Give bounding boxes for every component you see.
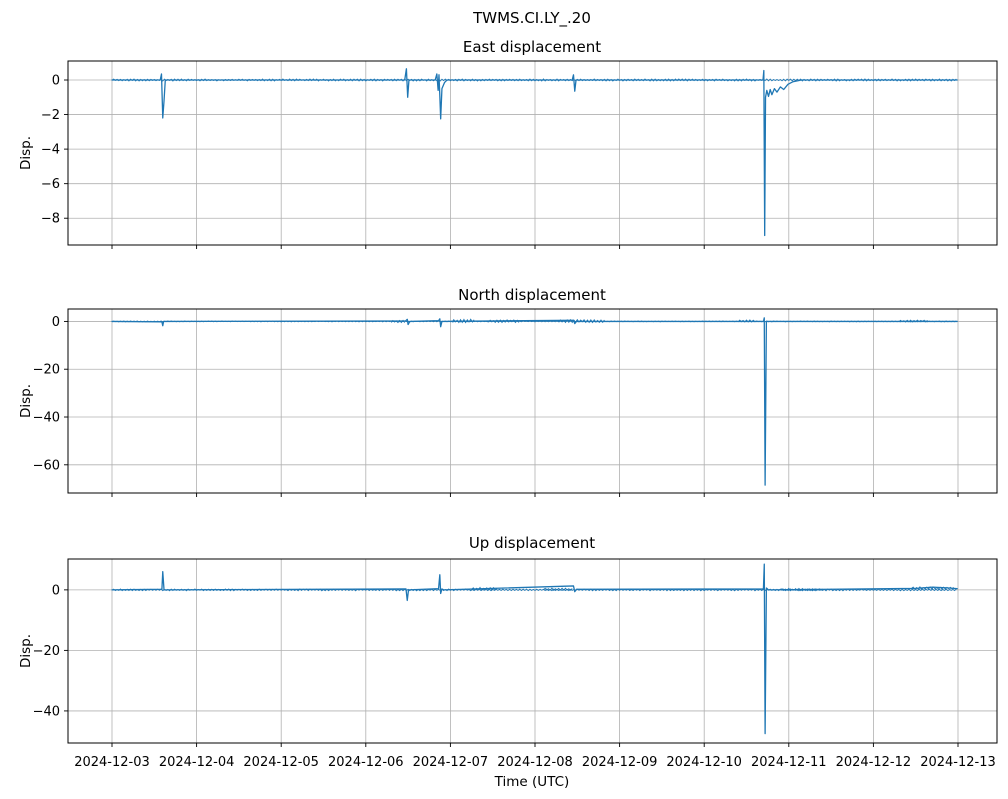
y-axis-label-north: Disp. [18, 384, 34, 418]
y-axis-label-up: Disp. [18, 634, 34, 668]
plot-area-north: 0 −20 −40 −60 [33, 308, 998, 497]
series-line-north [111, 317, 958, 486]
subplot-title-north: North displacement [458, 286, 606, 304]
x-tick-label: 2024-12-03 [74, 755, 150, 770]
x-tick-label: 2024-12-11 [751, 755, 827, 770]
axes-border [67, 60, 998, 246]
y-tick-label: −40 [33, 411, 60, 426]
series-line-east [111, 68, 958, 237]
y-tick-label: 0 [52, 315, 60, 330]
y-tick-label: −40 [33, 704, 60, 719]
y-tick-label: −6 [41, 177, 60, 192]
y-tick-label: −20 [33, 644, 60, 659]
y-tick-label: −4 [41, 143, 60, 158]
x-tick-label: 2024-12-07 [413, 755, 489, 770]
x-tick-label: 2024-12-04 [159, 755, 235, 770]
y-tick-label: −8 [41, 212, 60, 227]
x-tick-label: 2024-12-12 [836, 755, 912, 770]
x-tick-label: 2024-12-13 [920, 755, 996, 770]
y-tick-label: −20 [33, 363, 60, 378]
y-tick-label: 0 [52, 74, 60, 89]
plot-area-up: 2024-12-03 2024-12-04 2024-12-05 2024-12-06… [33, 558, 998, 770]
x-tick-label: 2024-12-08 [497, 755, 573, 770]
x-tick-label: 2024-12-10 [666, 755, 742, 770]
subplot-title-east: East displacement [463, 38, 601, 56]
y-axis-label-east: Disp. [18, 136, 34, 170]
y-tick-label: −2 [41, 108, 60, 123]
subplot-title-up: Up displacement [469, 534, 595, 552]
x-tick-label: 2024-12-09 [582, 755, 658, 770]
series-noise-up [543, 587, 573, 592]
plot-area-east: 0 −2 −4 −6 −8 [41, 60, 998, 249]
y-tick-label: 0 [52, 583, 60, 598]
series-line-up [111, 563, 958, 735]
x-tick-label: 2024-12-06 [328, 755, 404, 770]
x-tick-label: 2024-12-05 [243, 755, 319, 770]
axes-border [67, 558, 998, 744]
figure-title: TWMS.CI.LY_.20 [472, 9, 591, 28]
y-tick-label: −60 [33, 458, 60, 473]
x-axis-label: Time (UTC) [494, 774, 570, 790]
axes-border [67, 308, 998, 494]
